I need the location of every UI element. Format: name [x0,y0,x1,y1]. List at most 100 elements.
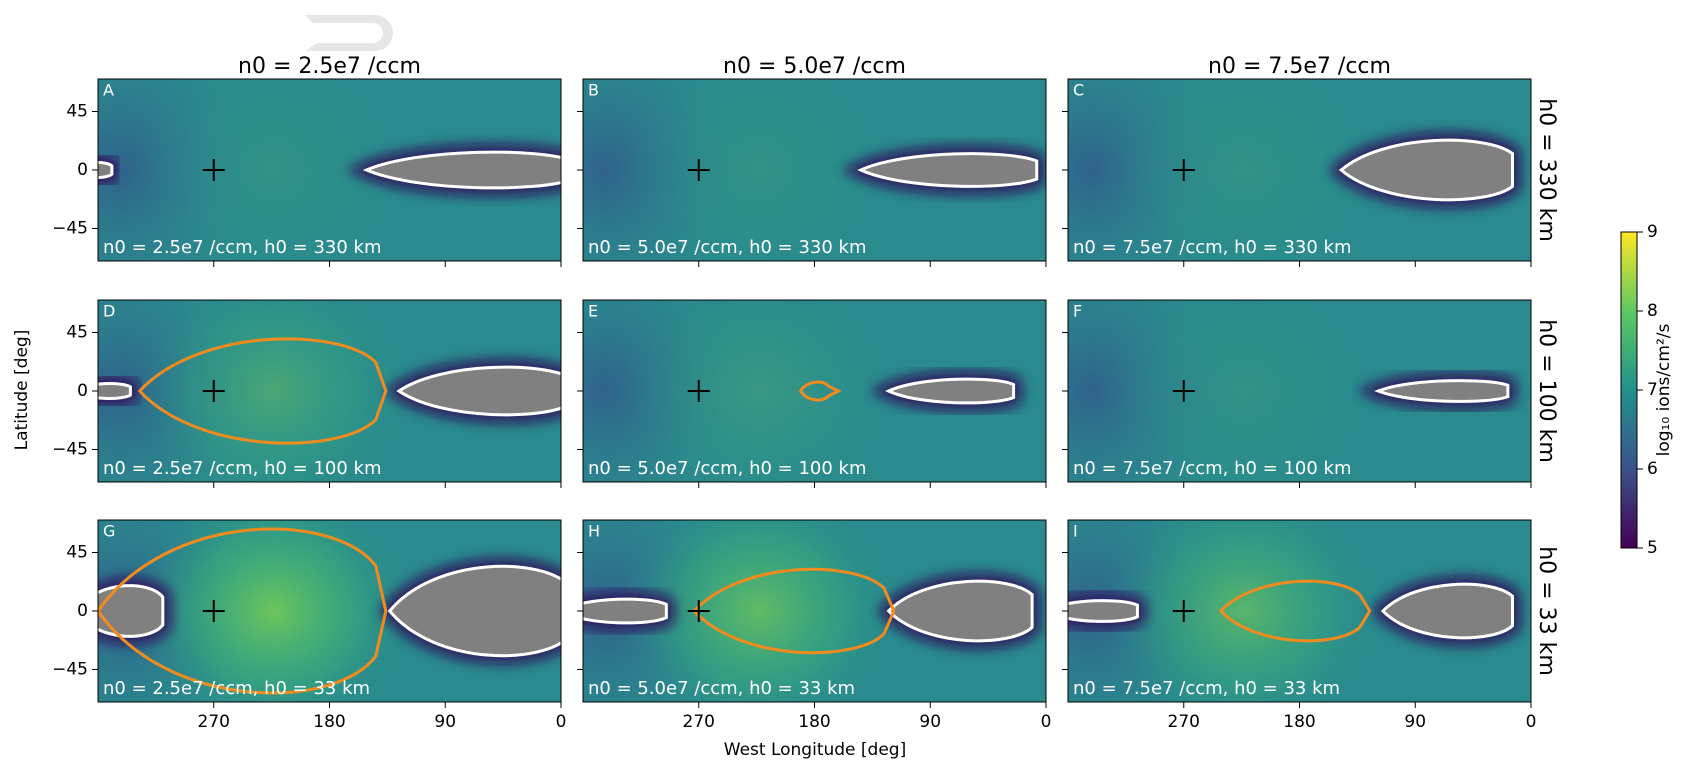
saturated-region [857,152,1039,188]
y-tick-label: −45 [52,440,88,460]
colorbar-tick-label: 5 [1647,538,1658,558]
marker [1172,600,1195,622]
y-axis-label: Latitude [deg] [12,330,32,451]
saturated-region [387,564,561,658]
marker [1172,159,1195,181]
contour [692,567,896,655]
bright-region [620,79,898,261]
contour [98,527,388,695]
marker [202,159,225,181]
y-tick-label: 45 [66,102,88,122]
x-tick-label: 0 [1041,712,1052,732]
row-title: h0 = 33 km [1534,546,1559,676]
panel-annotation: n0 = 5.0e7 /ccm, h0 = 33 km [588,678,855,699]
panel-letter: B [588,81,599,100]
panel [1068,520,1531,702]
x-axis-label: West Longitude [deg] [724,740,906,760]
colorbar [1620,231,1638,549]
panel-letter: C [1073,81,1084,100]
panel-letter: E [588,302,598,321]
bright-region [620,300,898,482]
x-tick-label: 90 [434,712,456,732]
bright-region [135,300,413,482]
colorbar-tick-label: 9 [1647,222,1658,242]
panel-annotation: n0 = 2.5e7 /ccm, h0 = 330 km [103,237,382,258]
panel [583,520,1046,702]
y-tick-label: 0 [77,381,88,401]
panel-letter: D [103,302,115,321]
y-tick-label: −45 [52,660,88,680]
bright-region [135,520,413,702]
marker [687,380,710,402]
panel [98,520,561,702]
column-title: n0 = 5.0e7 /ccm [723,54,906,79]
x-tick-label: 270 [683,712,715,732]
marker [687,159,710,181]
x-tick-label: 0 [556,712,567,732]
panel [98,300,561,482]
column-title: n0 = 2.5e7 /ccm [238,54,421,79]
contour [1218,579,1372,643]
contour [137,337,388,445]
back-icon [305,15,393,51]
y-tick-label: 45 [66,543,88,563]
column-title: n0 = 7.5e7 /ccm [1208,54,1391,79]
row-title: h0 = 100 km [1534,319,1559,463]
saturated-region [885,377,1016,405]
marker [687,600,710,622]
panel-letter: A [103,81,114,100]
saturated-region [98,161,114,179]
saturated-region [396,365,561,417]
marker [1172,380,1195,402]
colorbar-tick-label: 8 [1647,301,1658,321]
panel-letter: F [1073,302,1082,321]
x-tick-label: 270 [198,712,230,732]
saturated-region [583,597,668,625]
panel-annotation: n0 = 5.0e7 /ccm, h0 = 330 km [588,237,867,258]
x-tick-label: 180 [798,712,830,732]
panel-annotation: n0 = 2.5e7 /ccm, h0 = 33 km [103,678,370,699]
colorbar-label: log₁₀ ions/cm²/s [1654,323,1674,456]
bright-region [1105,300,1383,482]
x-tick-label: 270 [1168,712,1200,732]
bright-region [1105,520,1383,702]
panel-annotation: n0 = 2.5e7 /ccm, h0 = 100 km [103,458,382,479]
x-tick-label: 180 [313,712,345,732]
x-tick-label: 90 [1404,712,1426,732]
bright-region [1105,79,1383,261]
panel-letter: G [103,522,115,541]
bright-region [135,79,413,261]
panel [1068,300,1531,482]
saturated-region [98,382,132,400]
panel [583,79,1046,261]
row-title: h0 = 330 km [1534,98,1559,242]
colorbar-tick-label: 6 [1647,459,1658,479]
saturated-region [886,579,1034,643]
panel-letter: I [1073,522,1078,541]
panel-annotation: n0 = 5.0e7 /ccm, h0 = 100 km [588,458,867,479]
panel [1068,79,1531,261]
saturated-region [1380,582,1514,640]
saturated-region [1068,599,1139,623]
panel-annotation: n0 = 7.5e7 /ccm, h0 = 330 km [1073,237,1352,258]
panel [98,79,561,261]
y-tick-label: 0 [77,160,88,180]
x-tick-label: 0 [1526,712,1537,732]
x-tick-label: 180 [1283,712,1315,732]
panel-letter: H [588,522,600,541]
contour [798,380,842,402]
y-tick-label: −45 [52,219,88,239]
panel [583,300,1046,482]
saturated-region [1338,138,1514,202]
saturated-region [1374,379,1510,403]
saturated-region [98,584,165,638]
y-tick-label: 45 [66,323,88,343]
y-tick-label: 0 [77,601,88,621]
colorbar-tick-label: 7 [1647,380,1658,400]
marker [202,600,225,622]
marker [202,380,225,402]
saturated-region [362,150,561,190]
panel-annotation: n0 = 7.5e7 /ccm, h0 = 33 km [1073,678,1340,699]
x-tick-label: 90 [919,712,941,732]
